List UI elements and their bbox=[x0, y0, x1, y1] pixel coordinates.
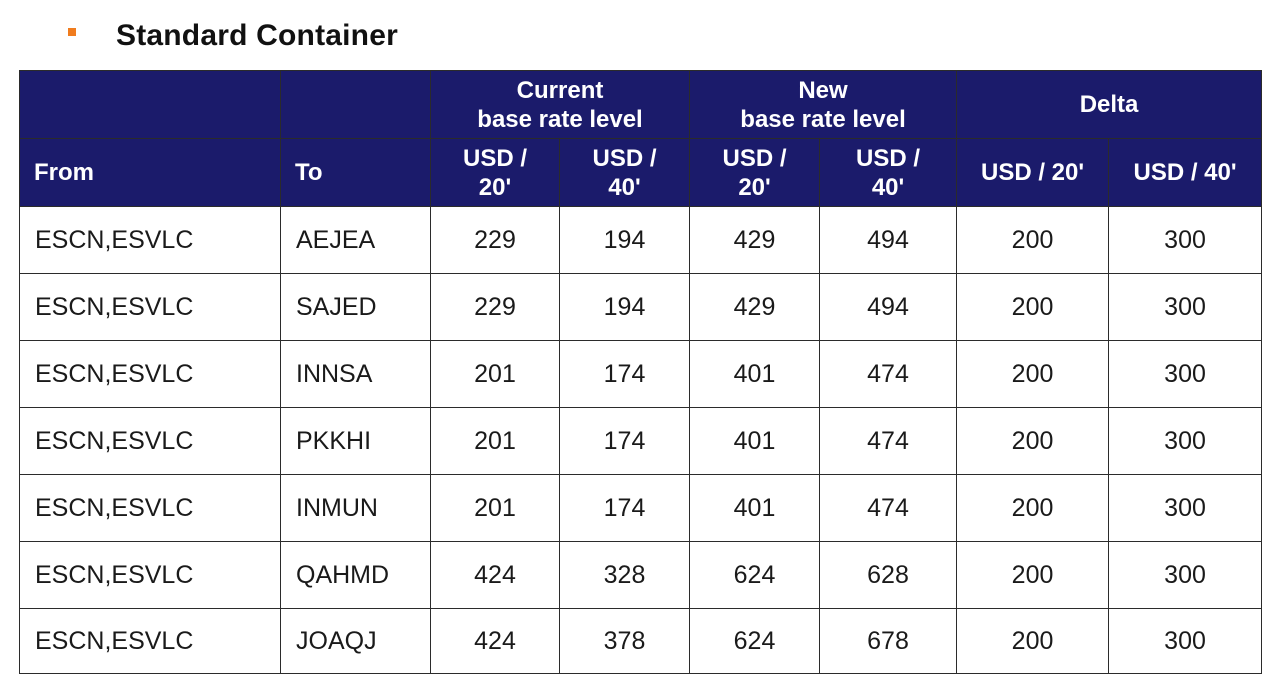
cell-current-20: 229 bbox=[430, 273, 560, 341]
section-heading: Standard Container bbox=[68, 18, 398, 54]
cell-from: ESCN,ESVLC bbox=[19, 541, 281, 609]
section-title: Standard Container bbox=[116, 19, 398, 52]
cell-new-20: 429 bbox=[689, 206, 821, 274]
cell-to: INNSA bbox=[280, 340, 431, 408]
header-line: USD / bbox=[856, 144, 921, 172]
header-line: 20' bbox=[478, 173, 512, 201]
cell-new-20: 401 bbox=[689, 340, 821, 408]
group-header-line: New bbox=[798, 76, 848, 104]
delta-group-header: Delta bbox=[956, 70, 1263, 139]
column-header-current-40: USD / 40' bbox=[558, 138, 691, 207]
cell-current-20: 201 bbox=[430, 474, 560, 542]
cell-to: JOAQJ bbox=[280, 608, 431, 674]
cell-new-40: 494 bbox=[819, 206, 958, 274]
column-header-new-20: USD / 20' bbox=[689, 138, 821, 207]
header-line: 20' bbox=[738, 173, 771, 201]
cell-new-40: 628 bbox=[819, 541, 958, 609]
cell-delta-20: 200 bbox=[956, 340, 1110, 408]
cell-current-40: 328 bbox=[558, 541, 691, 609]
cell-from: ESCN,ESVLC bbox=[19, 608, 281, 674]
table-row: ESCN,ESVLC QAHMD 424 328 624 628 200 300 bbox=[19, 541, 1263, 609]
cell-current-20: 229 bbox=[430, 206, 560, 274]
cell-delta-40: 300 bbox=[1108, 407, 1263, 475]
cell-to: QAHMD bbox=[280, 541, 431, 609]
cell-new-40: 494 bbox=[819, 273, 958, 341]
cell-delta-40: 300 bbox=[1108, 474, 1263, 542]
cell-new-20: 401 bbox=[689, 474, 821, 542]
empty-header-cell bbox=[280, 70, 431, 139]
cell-current-40: 174 bbox=[558, 340, 691, 408]
cell-current-40: 174 bbox=[558, 407, 691, 475]
cell-from: ESCN,ESVLC bbox=[19, 340, 281, 408]
cell-delta-40: 300 bbox=[1108, 541, 1263, 609]
cell-current-40: 194 bbox=[558, 273, 691, 341]
table-row: ESCN,ESVLC JOAQJ 424 378 624 678 200 300 bbox=[19, 608, 1263, 674]
column-header-delta-40: USD / 40' bbox=[1108, 138, 1263, 207]
cell-new-20: 624 bbox=[689, 608, 821, 674]
cell-to: PKKHI bbox=[280, 407, 431, 475]
column-header-from: From bbox=[19, 138, 281, 207]
cell-new-40: 474 bbox=[819, 407, 958, 475]
cell-current-40: 378 bbox=[558, 608, 691, 674]
cell-current-20: 424 bbox=[430, 541, 560, 609]
cell-from: ESCN,ESVLC bbox=[19, 407, 281, 475]
cell-new-20: 429 bbox=[689, 273, 821, 341]
group-header-line: Current bbox=[516, 76, 604, 104]
group-header-line: base rate level bbox=[740, 105, 906, 133]
group-header-line: base rate level bbox=[477, 105, 643, 133]
table-row: ESCN,ESVLC INNSA 201 174 401 474 200 300 bbox=[19, 340, 1263, 408]
cell-delta-20: 200 bbox=[956, 474, 1110, 542]
rate-table: Current base rate level New base rate le… bbox=[19, 70, 1263, 674]
header-line: 40' bbox=[608, 173, 641, 201]
cell-delta-20: 200 bbox=[956, 407, 1110, 475]
cell-delta-40: 300 bbox=[1108, 340, 1263, 408]
cell-current-20: 424 bbox=[430, 608, 560, 674]
group-header-row: Current base rate level New base rate le… bbox=[19, 70, 1263, 139]
column-header-row: From To USD / 20' USD / 40' USD / 20' US… bbox=[19, 138, 1263, 207]
cell-new-40: 474 bbox=[819, 474, 958, 542]
cell-delta-40: 300 bbox=[1108, 206, 1263, 274]
cell-delta-40: 300 bbox=[1108, 273, 1263, 341]
cell-delta-20: 200 bbox=[956, 608, 1110, 674]
cell-from: ESCN,ESVLC bbox=[19, 474, 281, 542]
header-line: 40' bbox=[871, 173, 905, 201]
header-line: USD / bbox=[462, 144, 527, 172]
current-rate-group-header: Current base rate level bbox=[429, 70, 691, 139]
cell-current-40: 194 bbox=[558, 206, 691, 274]
table-row: ESCN,ESVLC AEJEA 229 194 429 494 200 300 bbox=[19, 206, 1263, 274]
table-row: ESCN,ESVLC SAJED 229 194 429 494 200 300 bbox=[19, 273, 1263, 341]
cell-new-20: 624 bbox=[689, 541, 821, 609]
cell-from: ESCN,ESVLC bbox=[19, 206, 281, 274]
cell-new-40: 678 bbox=[819, 608, 958, 674]
empty-header-cell bbox=[19, 70, 281, 139]
cell-current-20: 201 bbox=[430, 407, 560, 475]
column-header-new-40: USD / 40' bbox=[819, 138, 958, 207]
new-rate-group-header: New base rate level bbox=[689, 70, 958, 139]
cell-new-40: 474 bbox=[819, 340, 958, 408]
cell-delta-20: 200 bbox=[956, 206, 1110, 274]
table-row: ESCN,ESVLC INMUN 201 174 401 474 200 300 bbox=[19, 474, 1263, 542]
cell-delta-20: 200 bbox=[956, 273, 1110, 341]
cell-new-20: 401 bbox=[689, 407, 821, 475]
cell-delta-40: 300 bbox=[1108, 608, 1263, 674]
cell-current-20: 201 bbox=[430, 340, 560, 408]
cell-current-40: 174 bbox=[558, 474, 691, 542]
cell-to: AEJEA bbox=[280, 206, 431, 274]
cell-to: SAJED bbox=[280, 273, 431, 341]
header-line: USD / bbox=[722, 144, 787, 172]
cell-delta-20: 200 bbox=[956, 541, 1110, 609]
column-header-delta-20: USD / 20' bbox=[956, 138, 1110, 207]
square-bullet-icon bbox=[68, 28, 76, 36]
table-row: ESCN,ESVLC PKKHI 201 174 401 474 200 300 bbox=[19, 407, 1263, 475]
cell-to: INMUN bbox=[280, 474, 431, 542]
column-header-to: To bbox=[280, 138, 431, 207]
header-line: USD / bbox=[592, 144, 657, 172]
cell-from: ESCN,ESVLC bbox=[19, 273, 281, 341]
column-header-current-20: USD / 20' bbox=[430, 138, 560, 207]
